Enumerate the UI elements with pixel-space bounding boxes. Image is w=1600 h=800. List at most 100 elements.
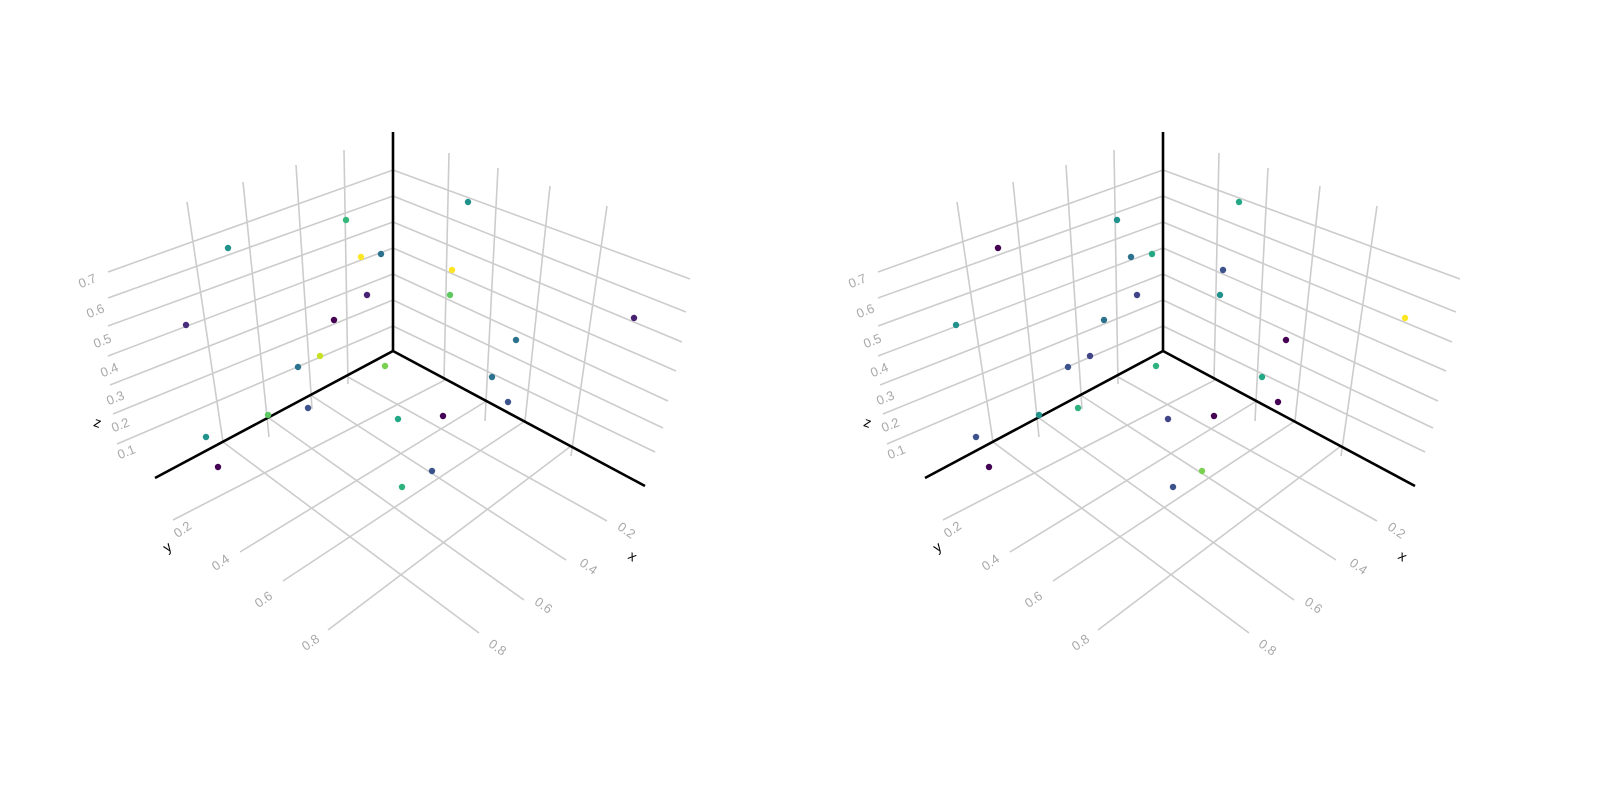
gridline-z-right (1162, 273, 1439, 402)
gridline-y-floor (1097, 445, 1342, 631)
gridline-y-vertical (956, 201, 994, 443)
gridline-x-vertical (1213, 152, 1220, 381)
x-tick-label: 0.2 (1385, 519, 1408, 542)
data-point (504, 398, 512, 406)
data-point (1100, 316, 1108, 324)
gridline-x-vertical (1340, 205, 1378, 457)
data-point (1164, 415, 1172, 423)
data-point (1035, 411, 1043, 419)
x-axis-line (1162, 349, 1416, 488)
data-point (1127, 253, 1135, 261)
gridline-x-vertical (524, 185, 551, 422)
gridline-z-left (877, 247, 1164, 357)
gridline-y-vertical (186, 201, 224, 443)
data-point (1219, 266, 1227, 274)
x-axis-label: x (1395, 547, 1410, 564)
x-tick-label: 0.2 (615, 519, 638, 542)
gridline-y-vertical (1113, 149, 1119, 385)
gridline-y-vertical (1065, 164, 1083, 410)
y-tick-label: 0.6 (1022, 588, 1045, 611)
gridline-z-right (392, 169, 691, 280)
scatter3d-left-svg: 0.1 0.2 0.3 0.4 0.5 0.6 0.7 0.2 0.4 0.6 0.8 0.2 0.4 0… (76, 132, 691, 659)
data-point (304, 404, 312, 412)
data-point (1235, 198, 1243, 206)
z-tick-label: 0.6 (84, 300, 106, 321)
gridline-y-floor (282, 420, 526, 582)
data-point (512, 336, 520, 344)
gridline-x-floor (268, 417, 525, 601)
z-axis-label: z (862, 414, 874, 431)
gridline-z-left (882, 299, 1164, 415)
gridline-y-vertical (1012, 181, 1040, 438)
data-point (294, 363, 302, 371)
data-point (377, 250, 385, 258)
gridline-x-vertical (1294, 185, 1321, 422)
data-point (1258, 373, 1266, 381)
z-tick-label: 0.1 (885, 441, 907, 462)
data-point (1282, 336, 1290, 344)
gridline-y-vertical (343, 149, 349, 385)
data-point (316, 352, 324, 360)
gridline-z-left (116, 325, 394, 445)
gridline-z-right (1162, 325, 1426, 453)
gridline-z-left (107, 169, 394, 273)
gridline-x-vertical (570, 205, 608, 457)
scatter3d-right-svg: 0.1 0.2 0.3 0.4 0.5 0.6 0.7 0.2 0.4 0.6 0.8 0.2 0.4 0… (846, 132, 1461, 659)
gridline-z-right (1162, 247, 1447, 372)
scatter3d-panel-right: 0.1 0.2 0.3 0.4 0.5 0.6 0.7 0.2 0.4 0.6 0.8 0.2 0.4 0… (770, 0, 1570, 800)
data-point (1210, 412, 1218, 420)
gridline-z-right (392, 221, 683, 343)
data-point (381, 362, 389, 370)
z-tick-label: 0.3 (104, 387, 126, 408)
data-point (972, 433, 980, 441)
gridline-y-vertical (242, 181, 270, 438)
gridline-x-floor (992, 441, 1250, 634)
gridline-z-right (392, 273, 669, 402)
gridline-y-vertical (295, 164, 313, 410)
y-tick-label: 0.4 (979, 551, 1002, 574)
x-tick-label: 0.4 (577, 555, 600, 578)
gridline-x-floor (1081, 395, 1337, 561)
gridline-z-right (392, 195, 687, 313)
gridline-x-floor (347, 376, 608, 522)
y-tick-label: 0.8 (299, 631, 322, 654)
data-point (264, 411, 272, 419)
z-tick-label: 0.7 (76, 270, 98, 291)
data-point (985, 463, 993, 471)
z-tick-label: 0.1 (115, 441, 137, 462)
data-point (330, 316, 338, 324)
gridline-z-right (392, 247, 677, 372)
gridline-x-vertical (1254, 167, 1269, 422)
y-axis-label: y (160, 538, 175, 555)
data-point (952, 321, 960, 329)
gridline-z-left (107, 247, 394, 357)
data-point (630, 314, 638, 322)
data-point (202, 433, 210, 441)
gridline-x-floor (1038, 417, 1295, 601)
y-axis-line (154, 349, 394, 480)
data-point (439, 412, 447, 420)
gridline-y-floor (1052, 420, 1296, 582)
data-point (342, 216, 350, 224)
data-point (1216, 291, 1224, 299)
data-point (182, 321, 190, 329)
y-tick-label: 0.2 (171, 518, 194, 541)
gridline-x-floor (1117, 376, 1378, 522)
y-tick-label: 0.8 (1069, 631, 1092, 654)
gridline-y-floor (172, 379, 446, 521)
gridline-z-left (879, 273, 1164, 386)
gridline-y-floor (942, 379, 1216, 521)
x-tick-label: 0.6 (1302, 594, 1325, 617)
z-tick-label: 0.5 (91, 330, 113, 351)
data-point (1274, 398, 1282, 406)
data-point (363, 291, 371, 299)
gridline-z-left (109, 273, 394, 386)
gridline-z-left (877, 195, 1164, 299)
scatter3d-panel-left: 0.1 0.2 0.3 0.4 0.5 0.6 0.7 0.2 0.4 0.6 0.8 0.2 0.4 0… (76, 132, 691, 659)
data-point (224, 244, 232, 252)
gridline-z-left (877, 221, 1164, 327)
gridline-z-right (1162, 221, 1453, 343)
x-tick-label: 0.8 (486, 636, 509, 659)
data-point (1074, 404, 1082, 412)
x-axis-line (392, 349, 646, 488)
